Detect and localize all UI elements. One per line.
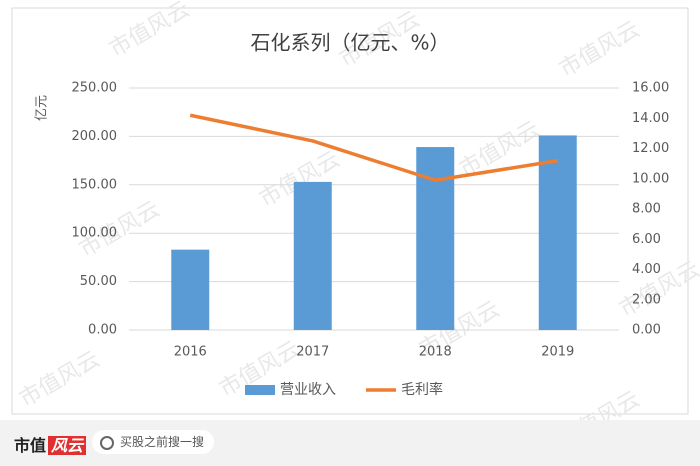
x-tick-label: 2018 [419, 345, 452, 360]
y2-tick-label: 4.00 [632, 262, 661, 277]
bar [171, 249, 210, 330]
logo: 市值 风云 [14, 432, 87, 456]
legend-label: 营业收入 [280, 382, 336, 398]
y-tick-label: 250.00 [72, 81, 118, 96]
legend-label: 毛利率 [401, 381, 443, 398]
y-tick-label: 50.00 [80, 274, 117, 289]
y-tick-label: 200.00 [72, 129, 118, 144]
y2-tick-label: 10.00 [632, 171, 669, 186]
logo-text: 市值 [14, 436, 47, 455]
y2-tick-label: 6.00 [632, 232, 661, 247]
search-box[interactable]: 买股之前搜一搜 [92, 430, 214, 454]
y-tick-label: 100.00 [72, 226, 118, 241]
legend-swatch [245, 385, 275, 395]
logo-mark: 风云 [48, 436, 87, 455]
x-tick-label: 2019 [541, 345, 574, 360]
x-tick-label: 2017 [296, 345, 329, 360]
x-tick-label: 2016 [174, 345, 207, 360]
y2-tick-label: 8.00 [632, 202, 661, 217]
y-tick-label: 150.00 [72, 177, 118, 192]
y2-tick-label: 0.00 [632, 323, 661, 338]
y2-tick-label: 14.00 [632, 111, 669, 126]
search-icon [100, 435, 114, 450]
y-axis-label: 亿元 [35, 95, 50, 121]
footer: 市值 风云 买股之前搜一搜 [0, 420, 700, 466]
y2-tick-label: 2.00 [632, 292, 661, 307]
bar [293, 181, 332, 330]
search-text: 买股之前搜一搜 [120, 435, 205, 449]
chart-title: 石化系列（亿元、%） [250, 31, 449, 55]
y2-tick-label: 16.00 [632, 81, 669, 96]
line [189, 113, 559, 183]
bar [538, 135, 577, 330]
y-tick-label: 0.00 [88, 323, 117, 338]
y2-tick-label: 12.00 [632, 141, 669, 156]
